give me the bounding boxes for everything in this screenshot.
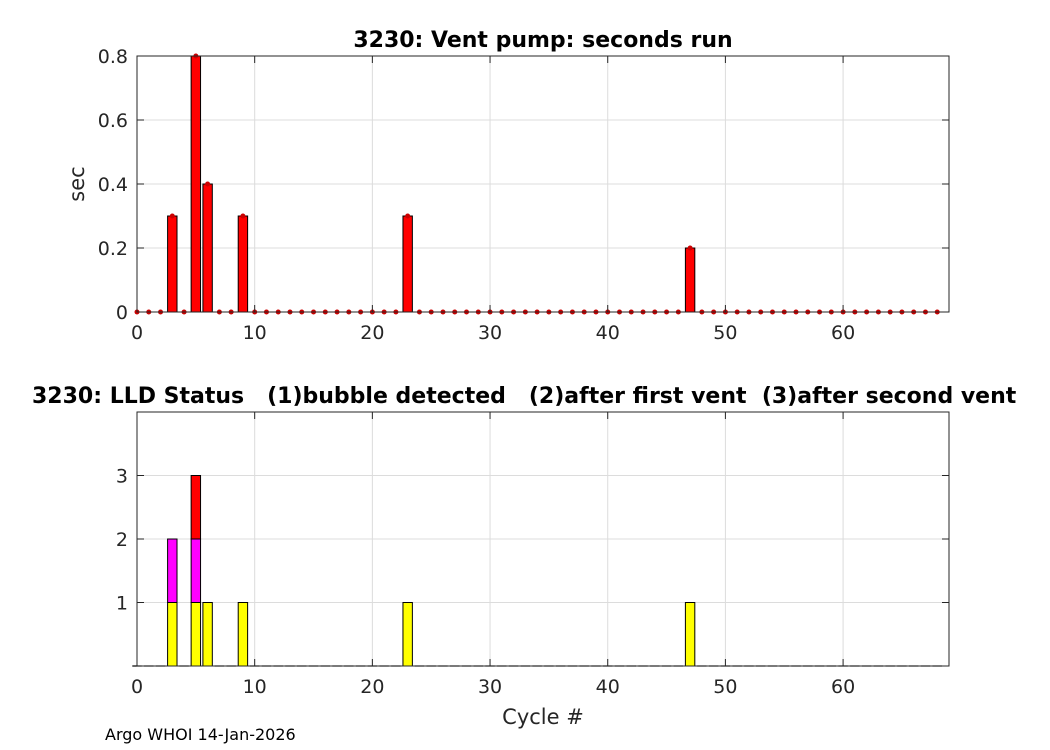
chart1-point — [240, 213, 246, 219]
chart1-point — [405, 213, 411, 219]
chart1-xtick-label: 60 — [831, 322, 855, 344]
chart2-xtick-label: 0 — [131, 676, 143, 698]
chart2-ticks: 0 10 20 30 40 50 60 1 2 3 — [116, 412, 949, 698]
chart2-xtick-label: 20 — [360, 676, 384, 698]
chart2-xtick-label: 40 — [596, 676, 620, 698]
chart1-ytick-label: 0 — [116, 302, 128, 324]
chart1-bar — [167, 215, 178, 313]
chart2-bar-segment — [167, 602, 178, 667]
footer-credit: Argo WHOI 14-Jan-2026 — [105, 725, 296, 744]
chart1-xtick-label: 40 — [596, 322, 620, 344]
chart1-bar — [402, 215, 413, 313]
chart1-ytick-label: 0.8 — [98, 46, 128, 68]
chart1-point — [169, 213, 175, 219]
chart2-bar-segment — [190, 602, 202, 667]
chart2-ytick-label: 1 — [116, 593, 128, 615]
chart2-ytick-label: 3 — [116, 466, 128, 488]
chart2-bar-segment — [402, 602, 413, 667]
vent-pump-chart: 0 10 20 30 40 50 60 0 0.2 0.4 0.6 0.8 3230: Vent pu… — [65, 28, 950, 344]
chart1-point — [205, 181, 211, 187]
chart1-xtick-label: 0 — [131, 322, 143, 344]
chart1-point — [687, 245, 693, 251]
chart1-ticks: 0 10 20 30 40 50 60 0 0.2 0.4 0.6 0.8 — [98, 46, 949, 344]
chart1-xtick-label: 10 — [243, 322, 267, 344]
chart2-bar-segment — [684, 602, 696, 667]
chart1-bar — [190, 55, 202, 313]
chart1-title: 3230: Vent pump: seconds run — [353, 28, 732, 53]
chart2-bar-segment — [237, 602, 249, 667]
chart2-bar-segment — [190, 475, 202, 540]
chart1-ytick-label: 0.6 — [98, 110, 128, 132]
chart2-bar-segment — [167, 538, 178, 603]
chart1-ytick-label: 0.4 — [98, 174, 128, 196]
chart2-xlabel: Cycle # — [502, 705, 584, 729]
chart1-xtick-label: 50 — [713, 322, 737, 344]
chart1-bar — [202, 183, 213, 313]
chart2-title: 3230: LLD Status (1)bubble detected (2)a… — [32, 384, 1017, 409]
chart2-bar-segment — [190, 538, 202, 603]
lld-status-chart: 0 10 20 30 40 50 60 1 2 3 3230: LLD Status (1)bub… — [32, 384, 1017, 729]
chart2-ytick-label: 2 — [116, 529, 128, 551]
chart2-xtick-label: 10 — [243, 676, 267, 698]
chart1-bar — [237, 215, 249, 313]
chart2-grid — [136, 412, 949, 666]
chart2-bar-segment — [202, 602, 213, 667]
chart2-xtick-label: 50 — [713, 676, 737, 698]
chart2-xtick-label: 30 — [478, 676, 502, 698]
chart1-xtick-label: 20 — [360, 322, 384, 344]
chart1-ytick-label: 0.2 — [98, 238, 128, 260]
chart1-bar — [684, 247, 696, 313]
chart1-ylabel: sec — [65, 166, 89, 201]
chart1-xtick-label: 30 — [478, 322, 502, 344]
chart2-xtick-label: 60 — [831, 676, 855, 698]
